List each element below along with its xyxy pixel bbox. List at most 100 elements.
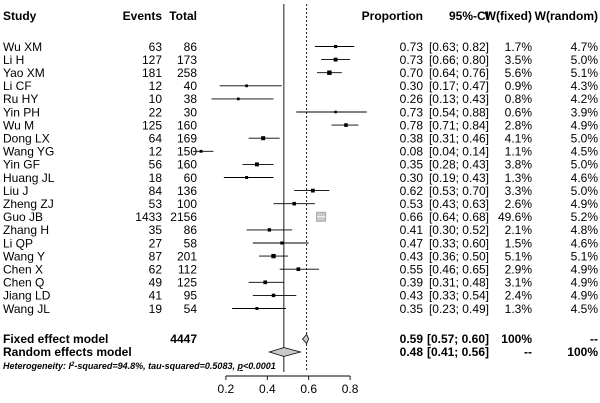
study-events: 27 xyxy=(149,236,163,250)
fixed-label: Fixed effect model xyxy=(3,332,108,346)
point-estimate xyxy=(245,84,248,88)
study-proportion: 0.26 xyxy=(400,92,424,106)
study-proportion: 0.73 xyxy=(400,40,424,54)
study-proportion: 0.43 xyxy=(400,289,424,303)
study-w-fixed: 3.5% xyxy=(505,53,533,67)
random-proportion: 0.48 xyxy=(400,345,424,359)
point-estimate xyxy=(263,280,268,285)
study-w-fixed: 1.3% xyxy=(505,302,533,316)
point-estimate xyxy=(310,188,315,193)
study-name: Chen X xyxy=(3,263,43,277)
study-w-random: 4.6% xyxy=(571,236,599,250)
study-w-fixed: 4.1% xyxy=(505,132,533,146)
study-ci: [0.53; 0.70] xyxy=(429,184,489,198)
study-proportion: 0.62 xyxy=(400,184,424,198)
study-name: Yin GF xyxy=(3,158,40,172)
point-estimate xyxy=(327,70,332,75)
point-estimate xyxy=(261,136,266,141)
header-total: Total xyxy=(169,9,197,23)
study-proportion: 0.38 xyxy=(400,132,424,146)
study-total: 201 xyxy=(177,249,197,263)
study-w-random: 4.9% xyxy=(571,118,599,132)
study-name: Wang Y xyxy=(3,249,45,263)
header-w-random: W(random) xyxy=(535,9,598,23)
study-w-fixed: 2.8% xyxy=(505,118,533,132)
study-w-random: 5.0% xyxy=(571,132,599,146)
study-ci: [0.28; 0.43] xyxy=(429,158,489,172)
study-row: Huang JL 18 60 0.30 [0.19; 0.43] 1.3% 4.6% xyxy=(3,171,598,185)
study-ci: [0.19; 0.43] xyxy=(429,171,489,185)
study-w-fixed: 2.9% xyxy=(505,263,533,277)
study-row: Wu XM 63 86 0.73 [0.63; 0.82] 1.7% 4.7% xyxy=(3,40,598,54)
study-proportion: 0.30 xyxy=(400,171,424,185)
fixed-proportion: 0.59 xyxy=(400,332,424,346)
point-estimate xyxy=(334,110,337,114)
point-estimate xyxy=(344,123,348,127)
study-events: 64 xyxy=(149,132,163,146)
study-ci: [0.43; 0.63] xyxy=(429,197,489,211)
study-w-fixed: 3.8% xyxy=(505,158,533,172)
study-events: 181 xyxy=(142,66,162,80)
study-proportion: 0.35 xyxy=(400,158,424,172)
study-row: Li QP 27 58 0.47 [0.33; 0.60] 1.5% 4.6% xyxy=(3,236,598,250)
study-total: 258 xyxy=(177,66,197,80)
study-w-random: 5.1% xyxy=(571,66,599,80)
study-proportion: 0.78 xyxy=(400,118,424,132)
study-ci: [0.04; 0.14] xyxy=(429,145,489,159)
fixed-total: 4447 xyxy=(170,332,197,346)
study-total: 169 xyxy=(177,132,197,146)
study-w-random: 4.3% xyxy=(571,79,599,93)
study-ci: [0.30; 0.52] xyxy=(429,223,489,237)
study-name: Wang JL xyxy=(3,302,50,316)
fixed-effect-diamond xyxy=(301,333,310,345)
point-estimate xyxy=(199,149,203,153)
study-w-random: 4.5% xyxy=(571,302,599,316)
fixed-w-random: -- xyxy=(590,332,598,346)
study-row: Zheng ZJ 53 100 0.53 [0.43; 0.63] 2.6% 4.9% xyxy=(3,197,598,211)
study-ci: [0.64; 0.76] xyxy=(429,66,489,80)
study-row: Wang YG 12 150 0.08 [0.04; 0.14] 1.1% 4.5% xyxy=(3,145,598,159)
study-events: 12 xyxy=(149,145,163,159)
study-w-fixed: 3.3% xyxy=(505,184,533,198)
x-tick-label: 0.8 xyxy=(342,382,359,396)
point-estimate xyxy=(292,201,296,206)
point-estimate xyxy=(236,97,240,101)
study-w-fixed: 0.8% xyxy=(505,92,533,106)
study-name: Zheng ZJ xyxy=(3,197,54,211)
random-effects-diamond xyxy=(268,347,302,357)
study-events: 19 xyxy=(149,302,163,316)
heterogeneity-i2-sup: 2 xyxy=(70,362,75,368)
study-ci: [0.54; 0.88] xyxy=(429,105,489,119)
study-name: Guo JB xyxy=(3,210,43,224)
study-proportion: 0.73 xyxy=(400,53,424,67)
point-estimate xyxy=(267,228,272,232)
study-w-fixed: 2.6% xyxy=(505,197,533,211)
study-row: Dong LX 64 169 0.38 [0.31; 0.46] 4.1% 5.0% xyxy=(3,132,598,146)
fixed-w-fixed: 100% xyxy=(501,332,532,346)
study-name: Huang JL xyxy=(3,171,55,185)
study-row: Yin PH 22 30 0.73 [0.54; 0.88] 0.6% 3.9% xyxy=(3,105,598,119)
study-total: 2156 xyxy=(170,210,197,224)
point-estimate xyxy=(255,307,259,310)
x-tick-label: 0.6 xyxy=(300,382,317,396)
study-name: Yin PH xyxy=(3,105,40,119)
study-total: 86 xyxy=(184,223,198,237)
point-estimate xyxy=(245,176,249,179)
study-total: 86 xyxy=(184,40,198,54)
study-proportion: 0.39 xyxy=(400,276,424,290)
study-total: 95 xyxy=(184,289,198,303)
study-w-fixed: 49.6% xyxy=(498,210,532,224)
random-label: Random effects model xyxy=(3,345,132,359)
study-proportion: 0.73 xyxy=(400,105,424,119)
study-proportion: 0.43 xyxy=(400,249,424,263)
random-w-fixed: -- xyxy=(524,345,532,359)
heterogeneity-prefix: Heterogeneity: xyxy=(3,361,69,371)
study-ci: [0.66; 0.80] xyxy=(429,53,489,67)
study-w-random: 4.9% xyxy=(571,263,599,277)
point-estimate xyxy=(254,162,259,167)
study-events: 62 xyxy=(149,263,163,277)
study-events: 12 xyxy=(149,79,163,93)
study-name: Zhang H xyxy=(3,223,49,237)
study-ci: [0.31; 0.46] xyxy=(429,132,489,146)
